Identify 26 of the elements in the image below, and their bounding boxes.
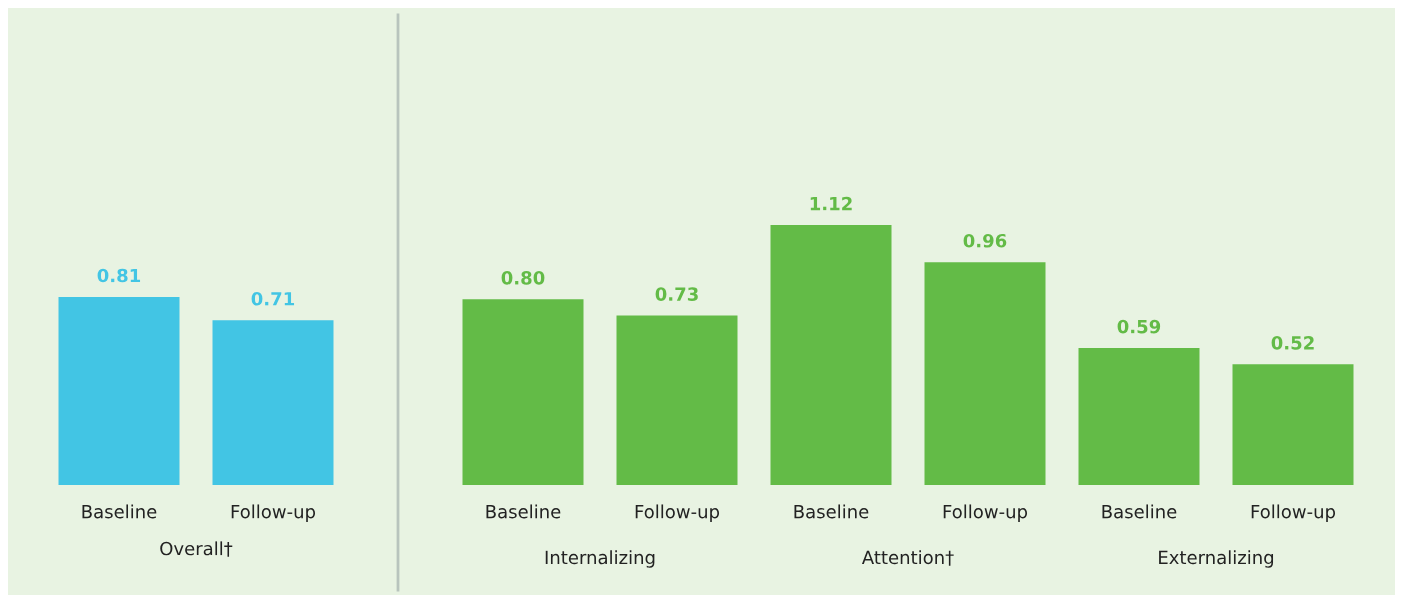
x-tick-label: Follow-up: [1251, 504, 1336, 522]
data-label: 1.12: [810, 196, 852, 211]
x-tick-label: Baseline: [1102, 504, 1177, 519]
data-label: 0.59: [1117, 319, 1161, 334]
data-label: 0.96: [963, 233, 1007, 248]
x-tick-label: Follow-up: [635, 504, 720, 522]
text: Internalizing: [545, 550, 655, 568]
x-tick-label: Baseline: [82, 504, 157, 519]
bar: [616, 315, 738, 485]
bar: [770, 225, 892, 485]
x-tick-label: Baseline: [794, 504, 869, 519]
bar: [1078, 348, 1200, 485]
data-label: 0.71: [251, 291, 295, 306]
bar: [924, 262, 1046, 485]
data-label: 0.52: [1271, 336, 1314, 350]
x-axis-title: Overall†: [160, 541, 233, 557]
data-label: 0.81: [97, 268, 141, 283]
text: Externalizing: [1159, 550, 1274, 568]
bar: [1232, 364, 1354, 485]
x-tick-label: Follow-up: [943, 504, 1028, 522]
bar: [462, 299, 584, 485]
x-tick-label: Baseline: [486, 504, 561, 519]
x-tick-label: Follow-up: [231, 504, 316, 522]
text: Attention†: [861, 550, 954, 566]
data-label: 0.80: [501, 271, 545, 285]
data-label: 0.73: [655, 287, 698, 301]
